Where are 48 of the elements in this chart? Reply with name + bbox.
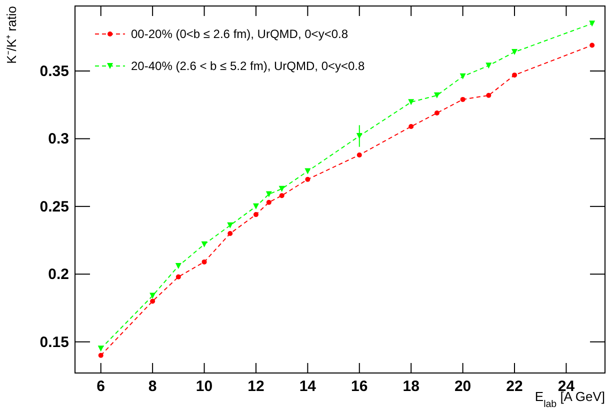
point [434, 92, 440, 98]
x-tick-label: 18 [402, 378, 420, 395]
x-tick-label: 12 [248, 378, 264, 395]
x-tick-label: 14 [299, 378, 317, 395]
point [304, 168, 311, 174]
point [278, 186, 285, 192]
point [227, 222, 234, 228]
x-tick-label: 20 [454, 378, 472, 395]
point [279, 193, 284, 198]
point [266, 191, 272, 198]
x-tick-label: 22 [506, 378, 523, 395]
legend-label: 00-20% (0<b ≤ 2.6 fm), UrQMD, 0<y<0.8 [131, 27, 348, 41]
point [460, 96, 466, 102]
x-tick-label: 10 [196, 378, 213, 395]
point [408, 124, 414, 130]
point [486, 62, 492, 69]
point [434, 110, 440, 116]
y-tick-label: 0.35 [40, 63, 69, 80]
point [176, 274, 181, 280]
point [201, 241, 208, 248]
point [150, 298, 156, 304]
point [253, 212, 258, 218]
point [590, 42, 595, 48]
point [408, 99, 414, 106]
point [356, 152, 362, 158]
point [175, 263, 182, 270]
point [460, 73, 466, 80]
point [512, 49, 518, 56]
point [98, 352, 104, 358]
x-tick-label: 8 [148, 378, 157, 395]
point [98, 346, 104, 352]
point [228, 231, 233, 236]
x-tick-label: 6 [96, 378, 106, 395]
point [252, 203, 259, 210]
y-tick-label: 0.15 [40, 334, 69, 351]
point [512, 72, 518, 78]
point [202, 259, 207, 264]
y-axis-title: K⁻/K⁺ ratio [4, 6, 19, 64]
point [266, 200, 272, 205]
y-tick-label: 0.3 [48, 130, 69, 148]
legend-label: 20-40% (2.6 < b ≤ 5.2 fm), UrQMD, 0<y<0.8 [131, 59, 366, 73]
x-tick-label: 16 [351, 378, 368, 395]
point [589, 20, 596, 27]
point [150, 292, 156, 299]
point [305, 176, 310, 182]
y-tick-label: 0.2 [48, 266, 69, 284]
point [486, 92, 492, 98]
y-tick-label: 0.25 [40, 198, 69, 216]
